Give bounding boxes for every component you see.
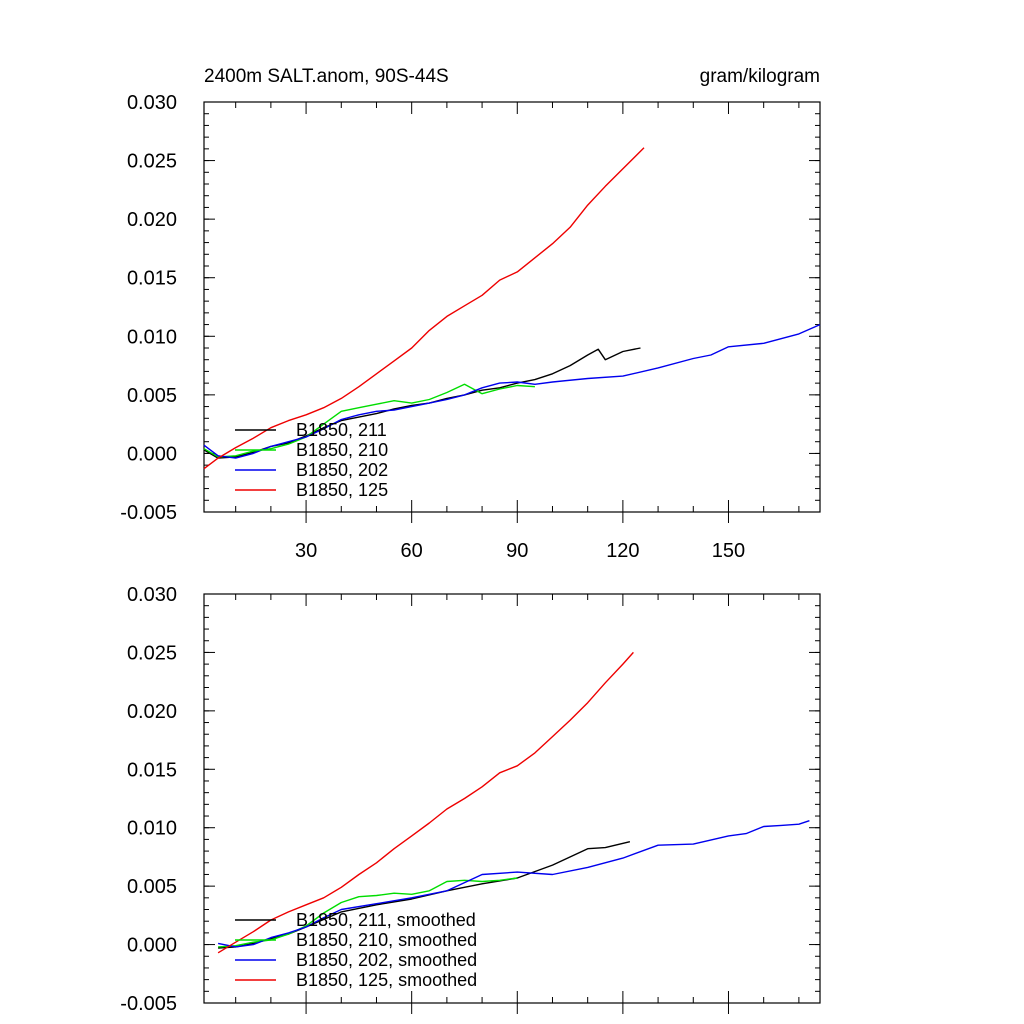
y-tick-label: 0.030 [127,92,177,114]
legend-label: B1850, 125, smoothed [296,970,477,990]
x-tick-label: 30 [295,540,317,562]
legend-label: B1850, 210, smoothed [296,930,477,950]
units-label: gram/kilogram [700,66,820,87]
y-tick-label: 0.025 [127,642,177,664]
legend-label: B1850, 202 [296,460,388,480]
x-tick-label: 90 [506,540,528,562]
x-tick-label: 60 [401,540,423,562]
y-tick-label: -0.005 [120,502,177,524]
y-tick-label: 0.000 [127,935,177,957]
series-line [203,323,821,459]
series-line [203,147,645,470]
series-line [217,651,634,954]
y-tick-label: 0.000 [127,443,177,465]
x-tick-label: 120 [606,540,639,562]
x-tick-label: 150 [712,540,745,562]
legend-label: B1850, 125 [296,480,388,500]
series-line [203,347,641,459]
plot-frame [203,593,821,1004]
y-tick-label: 0.020 [127,209,177,231]
legend-label: B1850, 211 [296,420,387,440]
legend-label: B1850, 210 [296,440,388,460]
y-tick-label: 0.015 [127,759,177,781]
y-tick-label: 0.010 [127,818,177,840]
legend-label: B1850, 211, smoothed [296,910,476,930]
y-tick-label: 0.030 [127,584,177,606]
y-tick-label: 0.020 [127,701,177,723]
bottom-panel: -0.005 0.000 0.005 0.010 0.015 0.020 0.025 0.03… [120,584,821,1015]
plot-frame [203,101,821,513]
y-tick-label: 0.010 [127,326,177,348]
top-panel: -0.005 0.000 0.005 0.010 0.015 0.020 0.025 0.03… [120,66,821,562]
chart-title: 2400m SALT.anom, 90S-44S [204,66,449,87]
series-line [217,820,810,948]
y-tick-label: 0.015 [127,268,177,290]
y-tick-label: 0.005 [127,876,177,898]
legend-label: B1850, 202, smoothed [296,950,477,970]
y-tick-label: 0.005 [127,385,177,407]
y-tick-label: 0.025 [127,151,177,173]
y-tick-label: -0.005 [120,993,177,1015]
